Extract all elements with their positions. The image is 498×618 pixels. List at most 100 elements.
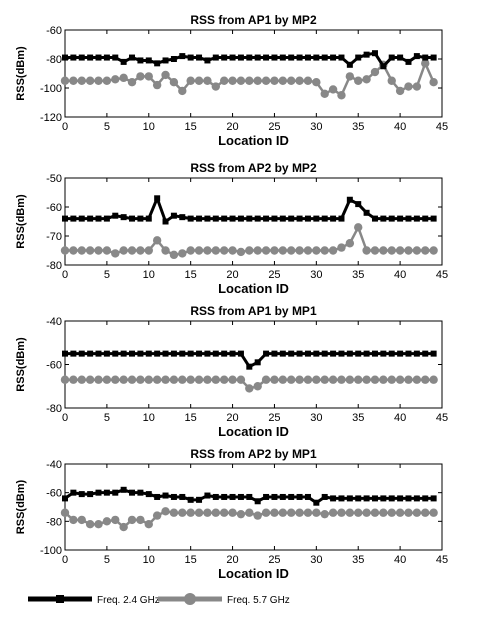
point-p1-5-7-ghz-18 [211, 82, 220, 91]
point-p3-2-4-ghz-5 [103, 350, 110, 357]
point-p4-2-4-ghz-30 [313, 499, 320, 506]
point-p3-2-4-ghz-6 [112, 350, 119, 357]
point-p4-2-4-ghz-42 [413, 495, 420, 502]
point-p3-5-7-ghz-40 [395, 375, 405, 384]
point-p3-2-4-ghz-22 [246, 363, 253, 370]
point-p3-5-7-ghz-32 [328, 375, 338, 384]
chart-panel-4: RSS from AP2 by MP1 0 5 10 15 20 25 30 35 40 45 -10… [15, 447, 448, 581]
point-p4-5-7-ghz-19 [219, 508, 229, 517]
point-p2-2-4-ghz-21 [237, 215, 244, 222]
point-p3-2-4-ghz-12 [162, 350, 169, 357]
point-p2-2-4-ghz-12 [162, 218, 169, 225]
point-p1-5-7-ghz-25 [270, 76, 279, 85]
point-p2-2-4-ghz-16 [196, 215, 203, 222]
panel-title-p3: RSS from AP1 by MP1 [190, 304, 317, 318]
point-p4-5-7-ghz-28 [295, 508, 304, 517]
point-p3-2-4-ghz-17 [204, 350, 211, 357]
point-p3-2-4-ghz-4 [95, 350, 102, 357]
point-p4-2-4-ghz-22 [246, 493, 253, 500]
point-p4-2-4-ghz-4 [95, 489, 102, 496]
point-p4-2-4-ghz-28 [296, 493, 303, 500]
point-p4-5-7-ghz-3 [85, 520, 95, 529]
point-p1-5-7-ghz-2 [77, 76, 86, 85]
point-p1-5-7-ghz-1 [69, 76, 78, 85]
point-p1-5-7-ghz-36 [362, 75, 371, 84]
point-p4-5-7-ghz-1 [69, 515, 78, 525]
point-p2-5-7-ghz-9 [136, 246, 145, 255]
point-p1-2-4-ghz-7 [120, 58, 127, 65]
point-p3-5-7-ghz-31 [320, 375, 329, 384]
point-p3-5-7-ghz-39 [387, 375, 396, 384]
point-p2-5-7-ghz-18 [211, 246, 220, 255]
point-p4-5-7-ghz-24 [261, 508, 271, 517]
point-p1-2-4-ghz-2 [78, 54, 85, 61]
point-p1-2-4-ghz-4 [95, 54, 102, 61]
point-p2-5-7-ghz-11 [152, 236, 162, 245]
point-p3-2-4-ghz-36 [363, 350, 370, 357]
point-p1-5-7-ghz-17 [203, 76, 212, 85]
point-p1-5-7-ghz-30 [312, 78, 321, 87]
point-p2-2-4-ghz-18 [212, 215, 219, 222]
point-p1-2-4-ghz-10 [145, 57, 152, 64]
point-p2-2-4-ghz-5 [103, 215, 110, 222]
point-p4-2-4-ghz-14 [179, 493, 186, 500]
point-p4-2-4-ghz-24 [263, 493, 270, 500]
point-p3-2-4-ghz-20 [229, 350, 236, 357]
point-p3-5-7-ghz-15 [186, 375, 195, 384]
point-p4-5-7-ghz-27 [287, 508, 296, 517]
legend: Freq. 2.4 GHz Freq. 5.7 GHz [28, 593, 290, 606]
x-tick-label-p1-7: 35 [352, 121, 364, 133]
point-p4-2-4-ghz-8 [129, 489, 136, 496]
point-p4-5-7-ghz-11 [152, 511, 162, 520]
point-p3-2-4-ghz-29 [304, 350, 311, 357]
point-p2-2-4-ghz-42 [413, 215, 420, 222]
y-tick-label-p3-1: -60 [46, 360, 62, 372]
point-p1-2-4-ghz-31 [321, 54, 328, 61]
point-p1-2-4-ghz-32 [330, 54, 337, 61]
x-tick-label-p4-7: 35 [352, 554, 364, 566]
point-p2-5-7-ghz-36 [362, 246, 371, 255]
x-tick-label-p1-4: 20 [226, 121, 238, 133]
point-p4-5-7-ghz-25 [270, 508, 279, 517]
point-p3-5-7-ghz-34 [345, 375, 355, 384]
point-p3-2-4-ghz-2 [78, 350, 85, 357]
x-tick-label-p2-9: 45 [436, 269, 448, 281]
point-p4-5-7-ghz-33 [337, 508, 346, 517]
point-p1-2-4-ghz-26 [279, 54, 286, 61]
point-p1-5-7-ghz-11 [152, 80, 162, 90]
point-p2-2-4-ghz-24 [263, 215, 270, 222]
point-p4-2-4-ghz-20 [229, 493, 236, 500]
point-p1-2-4-ghz-27 [288, 54, 295, 61]
point-p2-5-7-ghz-40 [395, 246, 405, 255]
x-tick-label-p2-6: 30 [310, 269, 322, 281]
point-p4-2-4-ghz-32 [330, 495, 337, 502]
point-p4-5-7-ghz-21 [236, 509, 246, 519]
x-tick-label-p2-8: 40 [394, 269, 406, 281]
x-tick-label-p3-7: 35 [352, 412, 364, 424]
point-p3-5-7-ghz-12 [161, 375, 170, 384]
point-p3-5-7-ghz-11 [152, 375, 162, 384]
point-p2-2-4-ghz-20 [229, 215, 236, 222]
y-tick-label-p2-3: -50 [46, 173, 62, 185]
point-p4-5-7-ghz-2 [77, 515, 86, 525]
point-p4-2-4-ghz-16 [196, 496, 203, 503]
point-p3-5-7-ghz-14 [178, 375, 187, 384]
point-p1-5-7-ghz-31 [320, 89, 329, 99]
x-tick-label-p2-4: 20 [226, 269, 238, 281]
point-p1-5-7-ghz-27 [287, 76, 296, 85]
point-p1-5-7-ghz-28 [295, 76, 304, 85]
y-tick-label-p1-2: -80 [46, 54, 62, 66]
point-p4-2-4-ghz-40 [397, 495, 404, 502]
point-p1-2-4-ghz-34 [346, 61, 353, 68]
point-p3-5-7-ghz-4 [94, 375, 103, 384]
point-p1-5-7-ghz-16 [194, 76, 204, 85]
point-p1-2-4-ghz-29 [304, 54, 311, 61]
point-p2-2-4-ghz-8 [129, 215, 136, 222]
x-tick-label-p1-1: 5 [104, 121, 110, 133]
point-p1-2-4-ghz-36 [363, 51, 370, 58]
point-p1-2-4-ghz-43 [422, 54, 429, 61]
point-p4-5-7-ghz-26 [278, 508, 288, 517]
point-p1-2-4-ghz-20 [229, 54, 236, 61]
point-p4-2-4-ghz-13 [170, 493, 177, 500]
point-p1-5-7-ghz-44 [429, 78, 438, 87]
